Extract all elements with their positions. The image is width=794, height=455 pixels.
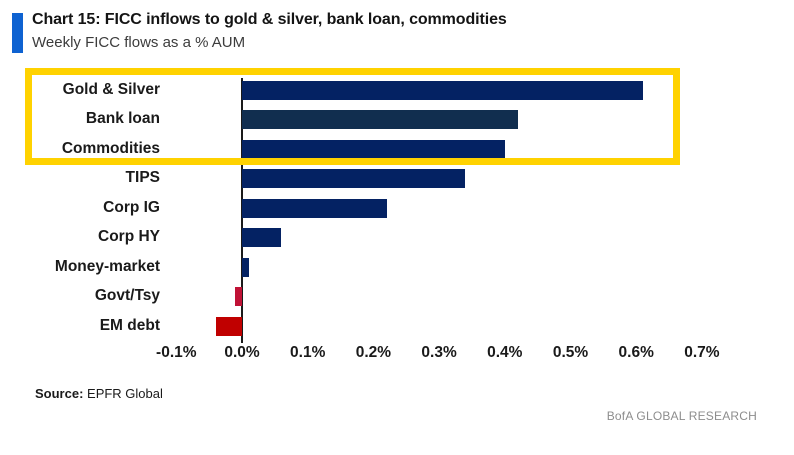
x-tick-label: 0.7%	[684, 344, 720, 361]
bar	[242, 139, 505, 159]
bar	[242, 257, 249, 277]
category-label: Govt/Tsy	[94, 287, 160, 305]
x-tick-label: 0.5%	[552, 344, 589, 361]
x-tick-label: 0.6%	[618, 344, 654, 361]
x-tick-label: 0.4%	[487, 344, 523, 361]
x-tick-label: -0.1%	[156, 344, 197, 361]
chart-title: Chart 15: FICC inflows to gold & silver,…	[32, 11, 507, 28]
x-tick-label: 0.0%	[224, 344, 260, 361]
chart-subtitle: Weekly FICC flows as a % AUM	[32, 34, 246, 51]
bar	[242, 228, 282, 248]
category-label: Corp IG	[103, 198, 160, 216]
highlight-box	[25, 68, 680, 165]
category-label: TIPS	[125, 169, 160, 187]
category-label: Bank loan	[85, 110, 160, 128]
bar	[242, 110, 518, 130]
category-label: EM debt	[99, 316, 160, 334]
source-note: Source: EPFR Global	[35, 386, 163, 401]
x-tick-label: 0.2%	[355, 344, 392, 361]
bar	[235, 287, 242, 307]
category-label: Money-market	[54, 257, 160, 275]
source-label: Source:	[35, 386, 84, 401]
category-label: Commodities	[61, 139, 160, 157]
title-accent-bar	[12, 13, 23, 53]
x-tick-label: 0.1%	[290, 344, 326, 361]
bar	[242, 198, 387, 218]
x-tick-label: 0.3%	[421, 344, 457, 361]
bar	[242, 169, 466, 189]
category-label: Gold & Silver	[62, 81, 160, 98]
brand-mark: BofA GLOBAL RESEARCH	[606, 409, 757, 423]
source-value: EPFR Global	[83, 386, 163, 401]
bar	[215, 316, 242, 336]
bar	[242, 81, 643, 100]
category-label: Corp HY	[98, 228, 160, 246]
